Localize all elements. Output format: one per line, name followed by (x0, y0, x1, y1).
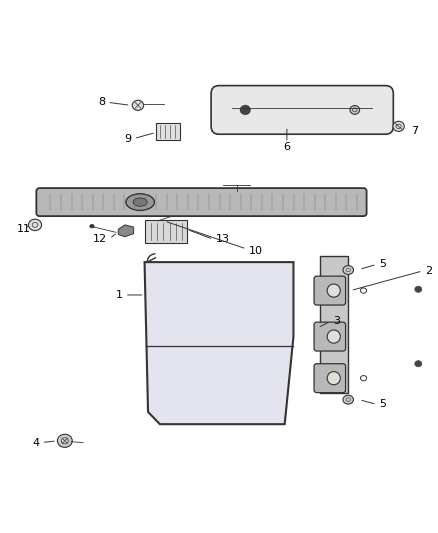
Ellipse shape (415, 286, 422, 292)
Text: 7: 7 (411, 126, 418, 136)
Ellipse shape (126, 194, 154, 211)
Polygon shape (145, 262, 293, 424)
Polygon shape (118, 225, 134, 237)
Ellipse shape (393, 122, 404, 131)
FancyBboxPatch shape (314, 364, 346, 393)
Ellipse shape (132, 100, 144, 110)
FancyBboxPatch shape (211, 86, 393, 134)
Ellipse shape (415, 361, 422, 367)
Text: 12: 12 (93, 234, 107, 244)
Text: 5: 5 (379, 260, 386, 269)
Text: 8: 8 (98, 97, 105, 107)
Text: 9: 9 (124, 134, 131, 143)
Ellipse shape (327, 284, 340, 297)
Ellipse shape (133, 198, 147, 206)
FancyBboxPatch shape (314, 276, 346, 305)
Ellipse shape (350, 106, 360, 114)
Text: 2: 2 (425, 266, 432, 276)
Ellipse shape (327, 372, 340, 385)
Text: 10: 10 (249, 246, 263, 256)
Ellipse shape (343, 395, 353, 404)
Ellipse shape (28, 219, 42, 231)
Ellipse shape (343, 265, 353, 274)
Ellipse shape (327, 330, 340, 343)
Ellipse shape (240, 106, 250, 114)
Ellipse shape (90, 224, 94, 228)
Text: 13: 13 (215, 235, 230, 244)
Text: 4: 4 (32, 438, 39, 448)
FancyBboxPatch shape (320, 256, 348, 393)
Text: 1: 1 (116, 290, 123, 300)
Text: 11: 11 (17, 224, 31, 235)
FancyBboxPatch shape (36, 188, 367, 216)
Text: 5: 5 (379, 399, 386, 409)
FancyBboxPatch shape (156, 123, 180, 140)
Text: 6: 6 (283, 142, 290, 152)
Text: 3: 3 (333, 316, 340, 326)
Ellipse shape (57, 434, 72, 447)
FancyBboxPatch shape (314, 322, 346, 351)
FancyBboxPatch shape (145, 220, 187, 243)
